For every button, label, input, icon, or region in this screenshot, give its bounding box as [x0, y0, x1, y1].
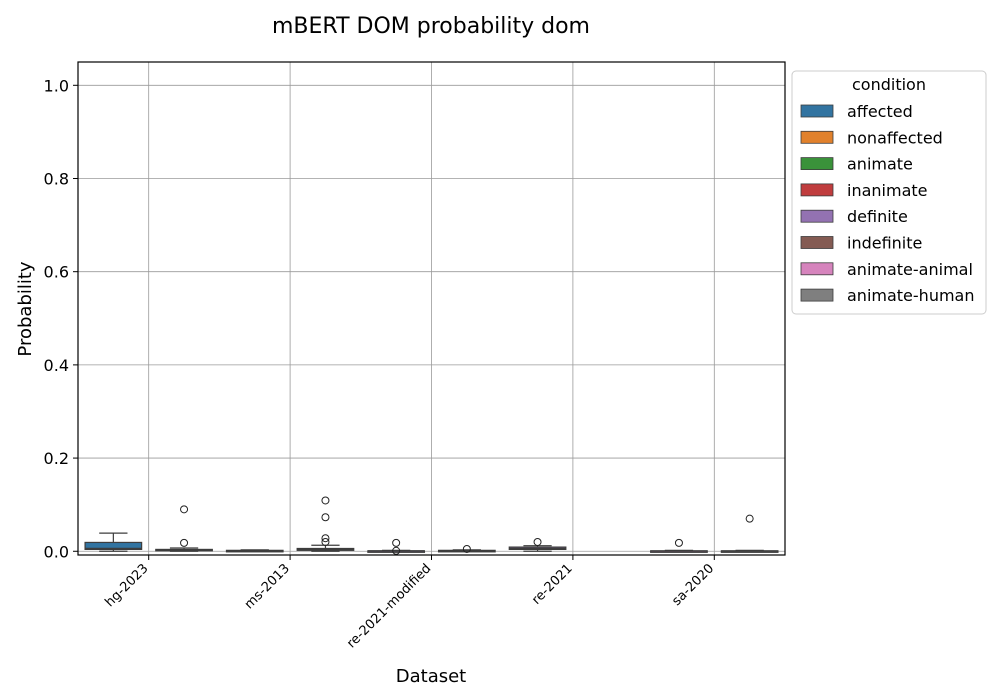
legend-entry-inanimate: inanimate [800, 181, 927, 200]
y-axis-ticks: 0.0 0.2 0.4 0.6 0.8 1.0 [44, 76, 78, 561]
y-axis-label: Probability [15, 261, 36, 356]
box-outlier [180, 538, 189, 547]
legend-swatch [800, 104, 834, 118]
box-outlier [745, 514, 754, 523]
legend-swatch [800, 157, 834, 171]
box-plots [84, 496, 779, 555]
legend-entry-definite: definite [800, 207, 908, 226]
legend-label: inanimate [847, 181, 927, 200]
legend-frame [791, 70, 987, 315]
box-outlier [180, 505, 189, 514]
legend-swatch [800, 130, 834, 144]
legend-swatch [800, 183, 834, 197]
box-outlier [321, 537, 330, 546]
box-hg-2023-nonaffected [155, 505, 213, 552]
box-sa-2020-animate-animal [650, 538, 708, 553]
box-outlier [462, 544, 471, 553]
y-tick-label: 0.0 [44, 542, 69, 561]
y-tick-label: 0.4 [44, 356, 69, 375]
box-re-2021-modified-indefinite [437, 544, 496, 553]
box-re-2021-modified-definite [367, 538, 426, 555]
y-tick-label: 0.6 [44, 263, 69, 282]
legend-entry-indefinite: indefinite [800, 234, 922, 253]
box-ms-2013-inanimate [296, 496, 355, 552]
legend-label: affected [847, 102, 913, 121]
legend-label: animate-animal [847, 260, 973, 279]
box-outlier [321, 513, 330, 522]
box-outlier [392, 546, 401, 555]
legend-swatch [800, 288, 834, 302]
legend-entry-affected: affected [800, 102, 913, 121]
y-tick-label: 0.8 [44, 169, 69, 188]
legend-entry-animate: animate [800, 155, 913, 174]
legend-entries: affected nonaffected animate inanimate defin… [800, 102, 974, 305]
x-axis-label: Dataset [396, 666, 467, 687]
box-outlier [321, 534, 330, 543]
box-sa-2020-animate-human [720, 514, 779, 553]
box-outlier [392, 538, 401, 547]
legend-entry-nonaffected: nonaffected [800, 128, 943, 147]
legend-label: definite [847, 207, 908, 226]
box-outlier [674, 538, 683, 547]
chart-title: mBERT DOM probability dom [272, 14, 590, 39]
legend-label: nonaffected [847, 128, 943, 147]
y-tick-label: 1.0 [44, 76, 69, 95]
grid-lines [78, 62, 785, 555]
y-tick-label: 0.2 [44, 449, 69, 468]
legend-label: indefinite [847, 234, 922, 253]
legend-swatch [800, 262, 834, 276]
legend-entry-animate-animal: animate-animal [800, 260, 973, 279]
legend: condition affected nonaffected animate inan… [791, 70, 987, 315]
box-ms-2013-animate [225, 549, 284, 553]
legend-swatch [800, 236, 834, 249]
box-re-2021-definite [508, 537, 567, 552]
box-body [84, 541, 143, 551]
box-hg-2023-affected [84, 532, 143, 552]
legend-title: condition [852, 75, 926, 94]
box-outlier [533, 537, 542, 546]
legend-label: animate [847, 155, 913, 174]
box-outlier [321, 496, 330, 505]
legend-swatch [800, 209, 834, 223]
legend-label: animate-human [847, 286, 974, 305]
legend-entry-animate-human: animate-human [800, 286, 974, 305]
